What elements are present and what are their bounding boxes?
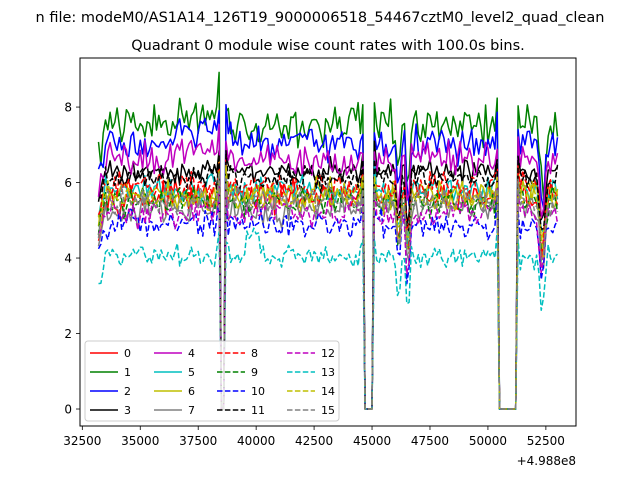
y-tick-label: 4: [64, 252, 72, 266]
series-line-14: [97, 165, 559, 410]
legend-label-14: 14: [321, 385, 335, 398]
y-tick-label: 8: [64, 101, 72, 115]
series-line-12: [97, 186, 559, 410]
legend-label-8: 8: [251, 347, 258, 360]
chart-title: Quadrant 0 module wise count rates with …: [131, 38, 525, 54]
axes-frame: [79, 57, 577, 427]
series-line-11: [98, 150, 559, 410]
x-tick-label: 40000: [237, 434, 275, 448]
series-line-3: [97, 140, 559, 410]
y-tick-label: 6: [64, 176, 72, 190]
y-tick-label: 0: [64, 403, 72, 417]
x-tick-label: 52500: [527, 434, 565, 448]
legend-label-12: 12: [321, 347, 335, 360]
y-axis: 0 2 4 6 8: [64, 101, 80, 417]
series-line-5: [97, 160, 559, 410]
y-tick-label: 2: [64, 327, 72, 341]
legend-label-2: 2: [124, 385, 131, 398]
series-line-4: [97, 123, 559, 410]
x-axis: 32500 35000 37500 40000 42500 45000 47500 50000…: [63, 426, 565, 448]
legend-label-13: 13: [321, 366, 335, 379]
x-tick-label: 50000: [469, 434, 507, 448]
legend-label-0: 0: [124, 347, 131, 360]
series-group: [97, 71, 559, 410]
x-tick-label: 37500: [179, 434, 217, 448]
legend-label-1: 1: [124, 366, 131, 379]
legend-label-4: 4: [188, 347, 195, 360]
legend-label-6: 6: [188, 385, 195, 398]
legend-label-15: 15: [321, 404, 335, 417]
legend-box: [84, 340, 340, 422]
series-line-2: [97, 104, 559, 410]
legend-label-11: 11: [251, 404, 265, 417]
x-tick-label: 45000: [353, 434, 391, 448]
series-line-13: [98, 227, 558, 410]
x-tick-label: 42500: [295, 434, 333, 448]
plot-area: [97, 71, 559, 410]
x-tick-label: 32500: [63, 434, 101, 448]
legend-label-7: 7: [188, 404, 195, 417]
legend-label-3: 3: [124, 404, 131, 417]
series-line-15: [97, 173, 559, 410]
figure-suptitle: n file: modeM0/AS1A14_126T19_9000006518_…: [36, 10, 605, 26]
series-line-1: [97, 71, 559, 410]
x-tick-label: 35000: [121, 434, 159, 448]
legend-label-9: 9: [251, 366, 258, 379]
x-offset-label: +4.988e8: [517, 454, 576, 468]
legend-label-10: 10: [251, 385, 265, 398]
x-tick-label: 47500: [411, 434, 449, 448]
legend-label-5: 5: [188, 366, 195, 379]
